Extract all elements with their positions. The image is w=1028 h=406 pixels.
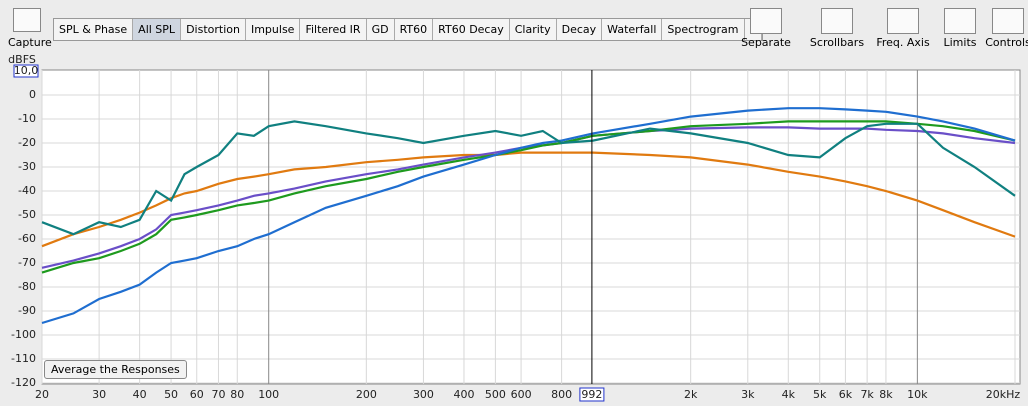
x-tick-label: 100 [258, 388, 279, 401]
x-tick-label: 20 [35, 388, 49, 401]
x-tick-label: 30 [92, 388, 106, 401]
tab[interactable]: Waterfall [602, 19, 663, 40]
tool-icon[interactable] [750, 8, 782, 34]
tool-label[interactable]: Limits [943, 36, 977, 49]
x-tick-label: 80 [230, 388, 244, 401]
y-tick-label: 0 [29, 88, 36, 101]
x-tick-label: 6k [839, 388, 853, 401]
y-tick-label: -80 [18, 280, 36, 293]
y-tick-label: -90 [18, 304, 36, 317]
cursor-box [579, 387, 605, 402]
average-button[interactable]: Average the Responses [44, 360, 187, 379]
y-tick-label: -70 [18, 256, 36, 269]
x-tick-label: 300 [413, 388, 434, 401]
tab[interactable]: RT60 [395, 19, 434, 40]
series-line [41, 120, 1016, 274]
x-tick-label: 4k [782, 388, 796, 401]
x-tick-label: 500 [485, 388, 506, 401]
tab[interactable]: Filtered IR [300, 19, 367, 40]
series-line [41, 120, 1016, 236]
y-tick-label: -10 [18, 112, 36, 125]
capture-icon[interactable] [13, 8, 41, 32]
x-tick-label: 8k [879, 388, 893, 401]
y-tick-label: -30 [18, 160, 36, 173]
tool-label[interactable]: Scrollbars [809, 36, 865, 49]
x-tick-label: 5k [813, 388, 827, 401]
x-tick-label: 10k [907, 388, 928, 401]
tab[interactable]: Decay [557, 19, 603, 40]
limit-box [13, 64, 39, 78]
x-tick-label: 70 [211, 388, 225, 401]
x-tick-label: 50 [164, 388, 178, 401]
capture-label[interactable]: Capture [8, 36, 52, 49]
x-tick-label: 800 [551, 388, 572, 401]
tool-icon[interactable] [821, 8, 853, 34]
y-tick-label: -40 [18, 184, 36, 197]
tab[interactable]: Impulse [246, 19, 301, 40]
x-tick-label: 2k [684, 388, 698, 401]
tab[interactable]: Spectrogram [662, 19, 745, 40]
cursor-label: 992 [581, 388, 602, 401]
tool-icon[interactable] [992, 8, 1024, 34]
tab[interactable]: Distortion [181, 19, 246, 40]
tab[interactable]: SPL & Phase [54, 19, 134, 40]
x-tick-label: 3k [741, 388, 755, 401]
tab[interactable]: RT60 Decay [433, 19, 510, 40]
y-tick-label: -20 [18, 136, 36, 149]
tool-label[interactable]: Freq. Axis [876, 36, 930, 49]
tab-bar: SPL & Phase All SPL Distortion Impulse Filte… [53, 18, 764, 41]
y-tick-label: -50 [18, 208, 36, 221]
y-tick-label: 10,0 [14, 64, 39, 77]
x-tick-label: 400 [453, 388, 474, 401]
tab[interactable]: Clarity [510, 19, 557, 40]
y-axis-label: dBFS [8, 53, 36, 66]
x-tick-label: 20kHz [986, 388, 1021, 401]
tab[interactable]: All SPL [133, 19, 182, 40]
series-line [41, 107, 1016, 325]
tool-icon[interactable] [944, 8, 976, 34]
y-tick-label: -120 [11, 376, 36, 389]
series-line [41, 126, 1016, 269]
tool-icon[interactable] [887, 8, 919, 34]
x-tick-label: 7k [860, 388, 874, 401]
plot-area [41, 69, 1021, 385]
y-tick-label: -100 [11, 328, 36, 341]
tool-label[interactable]: Controls [985, 36, 1028, 49]
x-tick-label: 40 [133, 388, 147, 401]
tool-label[interactable]: Separate [741, 36, 791, 49]
y-tick-label: -60 [18, 232, 36, 245]
x-tick-label: 200 [356, 388, 377, 401]
x-tick-label: 600 [511, 388, 532, 401]
y-tick-label: -110 [11, 352, 36, 365]
x-tick-label: 60 [190, 388, 204, 401]
tab[interactable]: GD [367, 19, 395, 40]
